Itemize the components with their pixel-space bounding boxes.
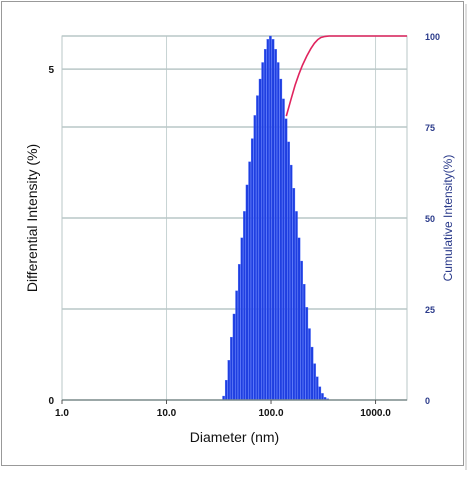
y2-tick-label: 0 [425, 396, 430, 406]
distribution-bar [250, 138, 254, 401]
distribution-bar [232, 313, 236, 401]
distribution-bar [256, 95, 259, 401]
distribution-bar [274, 49, 277, 401]
distribution-bar [240, 237, 244, 401]
distribution-bar [310, 346, 314, 401]
x-tick-label: 1000.0 [360, 408, 391, 419]
distribution-bar [292, 188, 296, 401]
x-tick-label: 10.0 [157, 408, 177, 419]
distribution-bar [271, 39, 275, 401]
distribution-bar [276, 62, 280, 401]
distribution-bar [315, 376, 319, 401]
distribution-bar [263, 49, 267, 401]
distribution-bar [321, 393, 324, 401]
distribution-bar [282, 98, 285, 401]
distribution-bar [230, 336, 233, 401]
distribution-bar [227, 360, 231, 401]
distribution-bar [295, 211, 298, 401]
distribution-bar [289, 164, 293, 401]
distribution-bar [237, 264, 241, 401]
distribution-bar [284, 118, 288, 401]
distribution-bar [235, 290, 238, 401]
distribution-bar [302, 284, 306, 401]
distribution-bar [287, 141, 290, 401]
distribution-bar [297, 237, 301, 401]
y2-tick-label: 100 [425, 32, 440, 42]
distribution-bar [300, 260, 303, 401]
y2-tick-label: 25 [425, 305, 435, 315]
distribution-bar [248, 161, 251, 401]
distribution-bar [224, 379, 228, 401]
distribution-bar [243, 211, 246, 401]
y-tick-label: 0 [48, 396, 54, 407]
distribution-bar [245, 184, 249, 401]
distribution-bar [279, 78, 283, 401]
y2-tick-label: 50 [425, 214, 435, 224]
distribution-bar [253, 115, 257, 401]
chart-outer-frame [1, 1, 464, 466]
y-axis-title: Differential Intensity (%) [24, 144, 40, 292]
distribution-bar [266, 39, 270, 401]
distribution-bar [318, 386, 322, 401]
x-tick-label: 1.0 [55, 408, 69, 419]
y-tick-label: 5 [48, 65, 54, 76]
distribution-bar [258, 78, 262, 401]
y2-axis-title: Cumulative Intensity(%) [441, 155, 455, 282]
y2-tick-label: 75 [425, 123, 435, 133]
distribution-bar [313, 363, 316, 401]
cumulative-intensity-line [285, 35, 407, 117]
distribution-bar [269, 35, 272, 401]
x-axis-title: Diameter (nm) [190, 429, 279, 445]
distribution-bar [261, 62, 264, 401]
x-tick-label: 100.0 [259, 408, 284, 419]
distribution-bar [308, 328, 311, 401]
distribution-bar [305, 307, 309, 401]
